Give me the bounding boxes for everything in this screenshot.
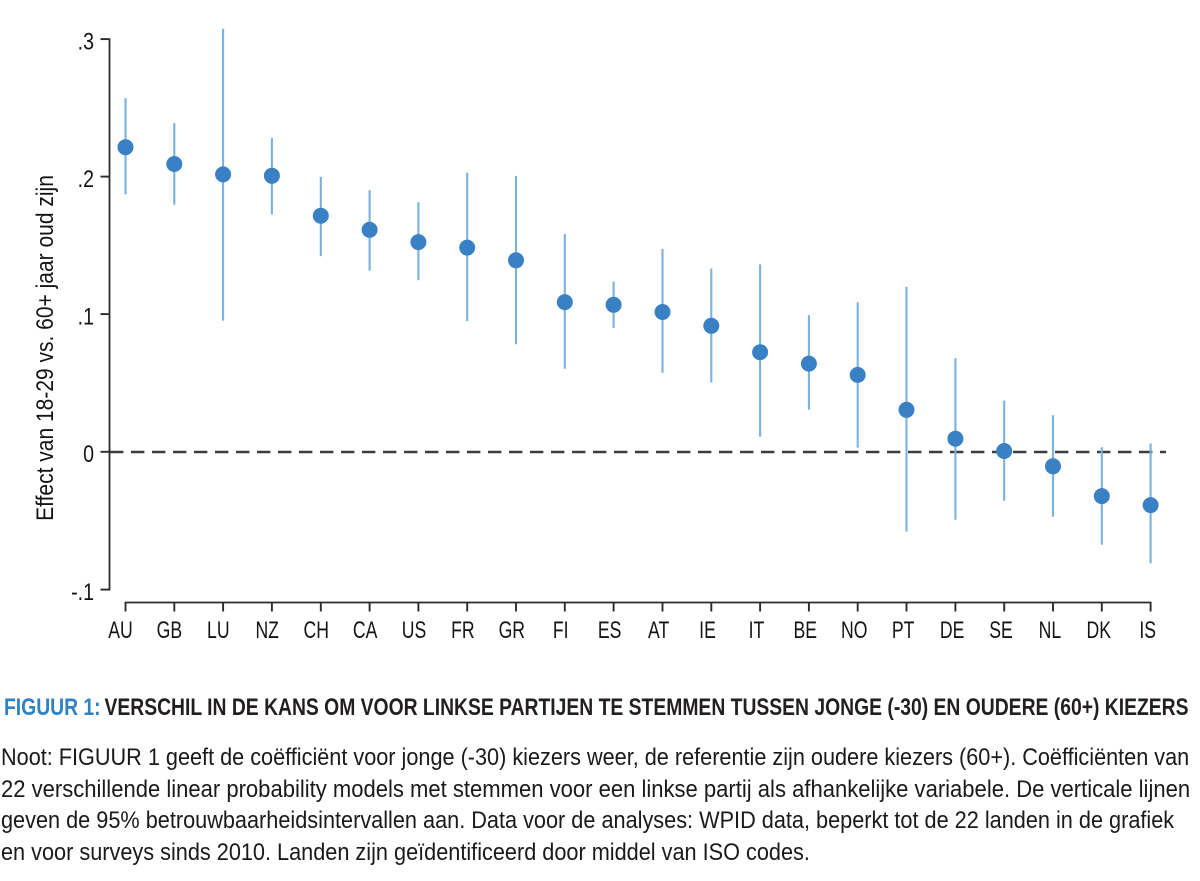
svg-text:LU: LU — [207, 616, 230, 644]
svg-text:NZ: NZ — [255, 616, 278, 644]
svg-text:GR: GR — [499, 616, 525, 644]
svg-text:0: 0 — [83, 440, 94, 468]
svg-text:FI: FI — [553, 616, 569, 644]
svg-text:US: US — [402, 616, 426, 644]
svg-text:DE: DE — [940, 616, 964, 644]
svg-text:IT: IT — [749, 616, 765, 644]
svg-text:NL: NL — [1039, 616, 1062, 644]
svg-text:CH: CH — [303, 616, 328, 644]
svg-text:.2: .2 — [78, 165, 94, 193]
svg-text:SE: SE — [989, 616, 1013, 644]
svg-text:NO: NO — [841, 616, 867, 644]
svg-text:CA: CA — [353, 616, 378, 644]
svg-text:.1: .1 — [78, 302, 94, 330]
svg-text:PT: PT — [892, 616, 915, 644]
svg-text:BE: BE — [794, 616, 818, 644]
svg-text:FR: FR — [451, 616, 474, 644]
svg-text:ES: ES — [598, 616, 622, 644]
svg-text:IE: IE — [699, 616, 716, 644]
svg-text:GB: GB — [157, 616, 182, 644]
svg-text:AT: AT — [648, 616, 669, 644]
svg-text:-.1: -.1 — [71, 578, 94, 606]
svg-text:DK: DK — [1087, 616, 1111, 644]
svg-text:IS: IS — [1139, 616, 1156, 644]
svg-text:.3: .3 — [78, 27, 94, 55]
svg-text:AU: AU — [108, 616, 132, 644]
